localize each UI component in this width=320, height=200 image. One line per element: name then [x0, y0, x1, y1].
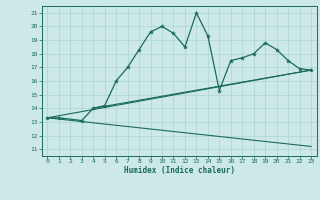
X-axis label: Humidex (Indice chaleur): Humidex (Indice chaleur) — [124, 166, 235, 175]
